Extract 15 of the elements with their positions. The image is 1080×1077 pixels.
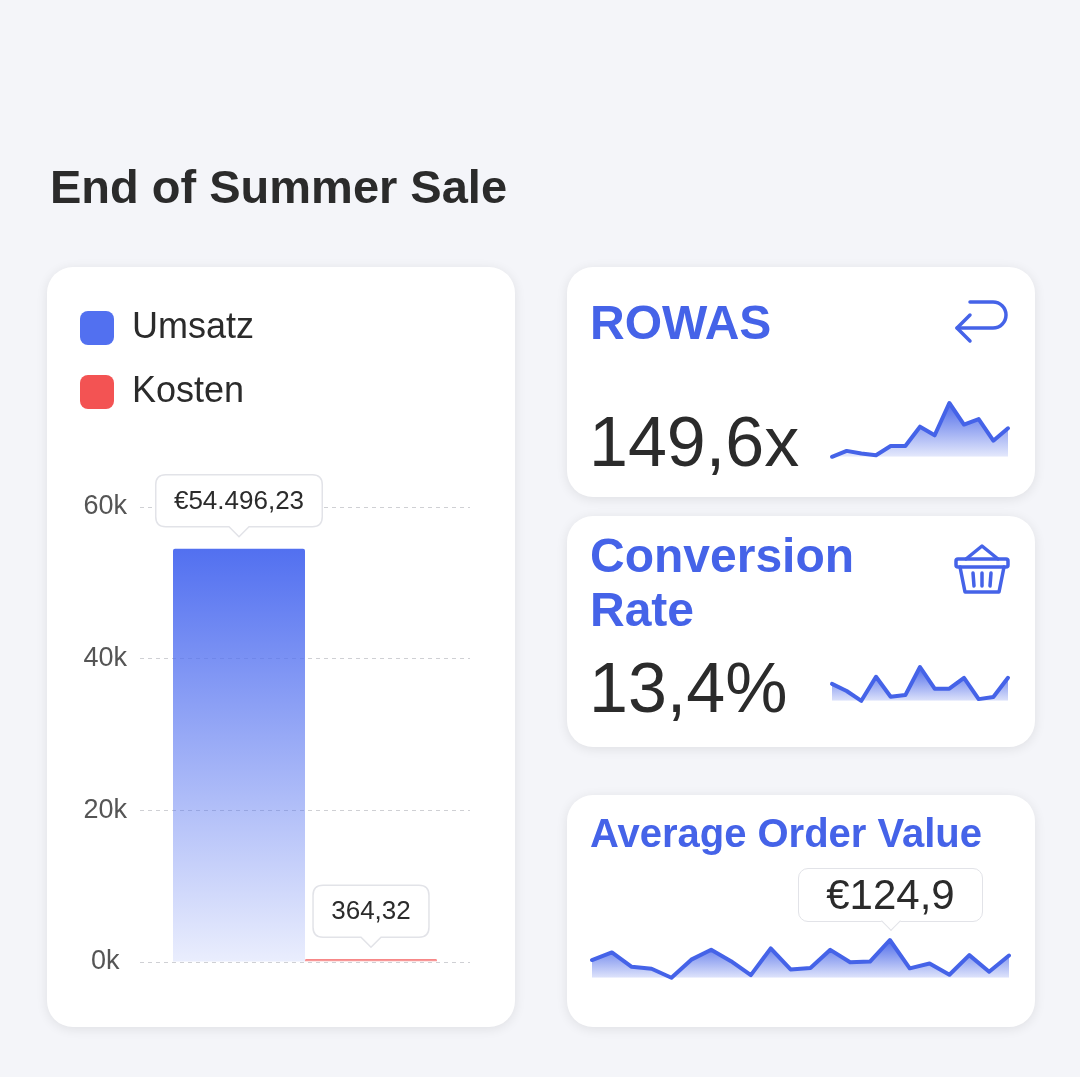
chart-title: End of Summer Sale: [50, 160, 508, 213]
text: Conversion Rate: [590, 529, 855, 637]
text: 13,4%: [589, 649, 788, 727]
text: 149,6x: [589, 403, 800, 481]
legend-label: Kosten: [132, 368, 245, 410]
y-tick-label: 40k: [83, 642, 128, 673]
y-tick-label: 60k: [83, 490, 128, 521]
legend-label: Umsatz: [132, 304, 255, 346]
text: ROWAS: [590, 296, 772, 350]
data-label: 364,32: [331, 895, 411, 926]
y-tick-label: 20k: [83, 793, 128, 824]
y-tick-label: 0k: [90, 945, 120, 976]
text: €124,9: [826, 871, 955, 918]
data-label: €54.496,23: [173, 484, 305, 515]
text: Average Order Value: [590, 811, 983, 856]
